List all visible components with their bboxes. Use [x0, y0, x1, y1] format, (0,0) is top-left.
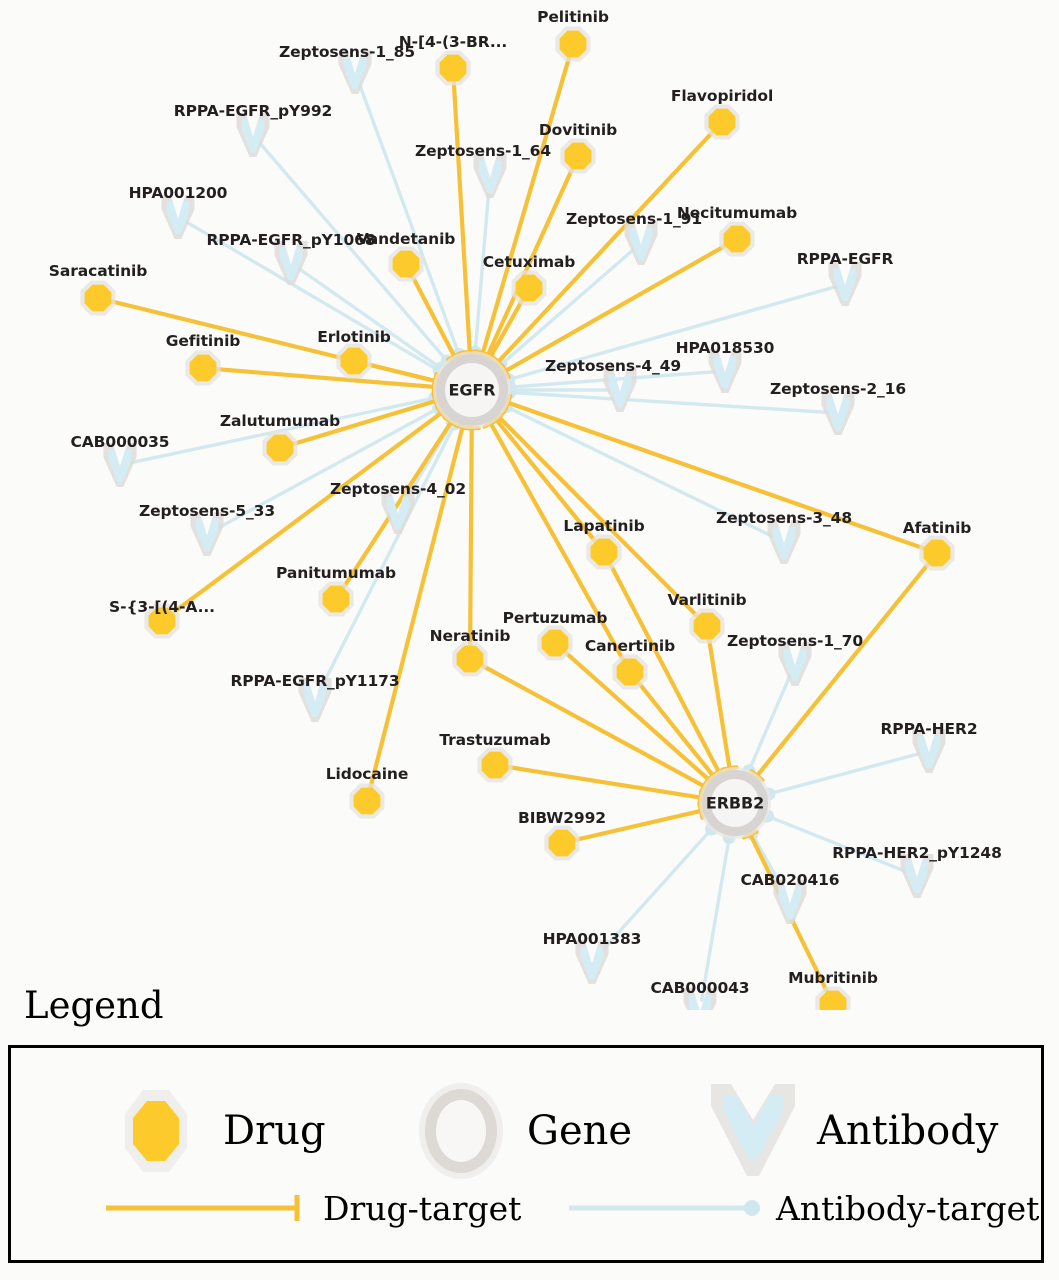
antibody-node[interactable]	[161, 195, 195, 239]
antibody-node[interactable]	[190, 512, 224, 556]
drug-node[interactable]	[477, 747, 513, 783]
drug-node[interactable]	[336, 343, 372, 379]
antibody-node[interactable]	[381, 490, 415, 534]
drug-node[interactable]	[144, 603, 180, 639]
antibody-node[interactable]	[828, 262, 862, 306]
legend-item-gene: Gene	[407, 1076, 632, 1186]
antibody-node[interactable]	[912, 729, 946, 773]
drug-node[interactable]	[704, 104, 740, 140]
drug-node[interactable]	[719, 221, 755, 257]
antibody-node[interactable]	[298, 678, 332, 722]
drug-node[interactable]	[537, 625, 573, 661]
antibody-node[interactable]	[103, 443, 137, 487]
legend-label-drug: Drug	[223, 1108, 326, 1154]
legend-shape-row: Drug Gene Antibody	[11, 1066, 1041, 1179]
drug-icon	[125, 1090, 187, 1172]
antibody-node[interactable]	[624, 221, 658, 265]
drug-node[interactable]	[815, 986, 851, 1010]
drug-node[interactable]	[511, 270, 547, 306]
drug-node[interactable]	[689, 608, 725, 644]
drug-node[interactable]	[262, 430, 298, 466]
drug-node[interactable]	[388, 246, 424, 282]
gene-node-erbb2[interactable]	[699, 767, 771, 839]
legend-edge-row: Drug-target Antibody-target	[11, 1188, 1041, 1248]
drug-node[interactable]	[919, 535, 955, 571]
antibody-node[interactable]	[274, 241, 308, 285]
legend: Legend Drug Gene	[0, 985, 1059, 1280]
antibody-node[interactable]	[708, 349, 742, 393]
antibody-node[interactable]	[767, 520, 801, 564]
drug-node[interactable]	[349, 783, 385, 819]
legend-item-drug-target: Drug-target	[101, 1188, 521, 1228]
drug-node[interactable]	[555, 26, 591, 62]
legend-label-drug-target: Drug-target	[323, 1188, 522, 1228]
node-layer[interactable]	[0, 0, 1059, 1010]
drug-node[interactable]	[435, 50, 471, 86]
antibody-node[interactable]	[778, 642, 812, 686]
legend-item-antibody: Antibody	[701, 1076, 998, 1186]
antibody-node[interactable]	[900, 854, 934, 898]
legend-box: Drug Gene Antibody	[8, 1045, 1044, 1263]
drug-node[interactable]	[612, 654, 648, 690]
antibody-node[interactable]	[821, 391, 855, 435]
drug-node[interactable]	[452, 641, 488, 677]
drug-node[interactable]	[560, 138, 596, 174]
gene-node-egfr[interactable]	[433, 351, 511, 429]
network-canvas[interactable]: Zeptosens-1_85 RPPA-EGFR_pY992 HPA001200 Ze…	[0, 0, 1059, 1010]
antibody-node[interactable]	[575, 940, 609, 984]
legend-label-antibody-target: Antibody-target	[776, 1188, 1040, 1228]
antibody-target-edge-icon	[569, 1200, 760, 1216]
legend-title: Legend	[24, 984, 164, 1027]
antibody-node[interactable]	[603, 368, 637, 412]
antibody-icon	[711, 1084, 795, 1176]
legend-item-drug: Drug	[101, 1076, 326, 1186]
drug-node[interactable]	[318, 581, 354, 617]
antibody-node[interactable]	[773, 880, 807, 924]
drug-node[interactable]	[544, 825, 580, 861]
drug-node[interactable]	[80, 280, 116, 316]
antibody-node[interactable]	[236, 113, 270, 157]
gene-icon	[419, 1083, 503, 1179]
antibody-node[interactable]	[473, 154, 507, 198]
antibody-node[interactable]	[683, 988, 717, 1010]
legend-label-gene: Gene	[527, 1108, 633, 1154]
drug-target-edge-icon	[106, 1195, 300, 1221]
legend-item-antibody-target: Antibody-target	[564, 1188, 1039, 1228]
drug-node[interactable]	[185, 350, 221, 386]
antibody-node[interactable]	[338, 50, 372, 94]
drug-node[interactable]	[586, 534, 622, 570]
legend-label-antibody: Antibody	[817, 1108, 999, 1154]
